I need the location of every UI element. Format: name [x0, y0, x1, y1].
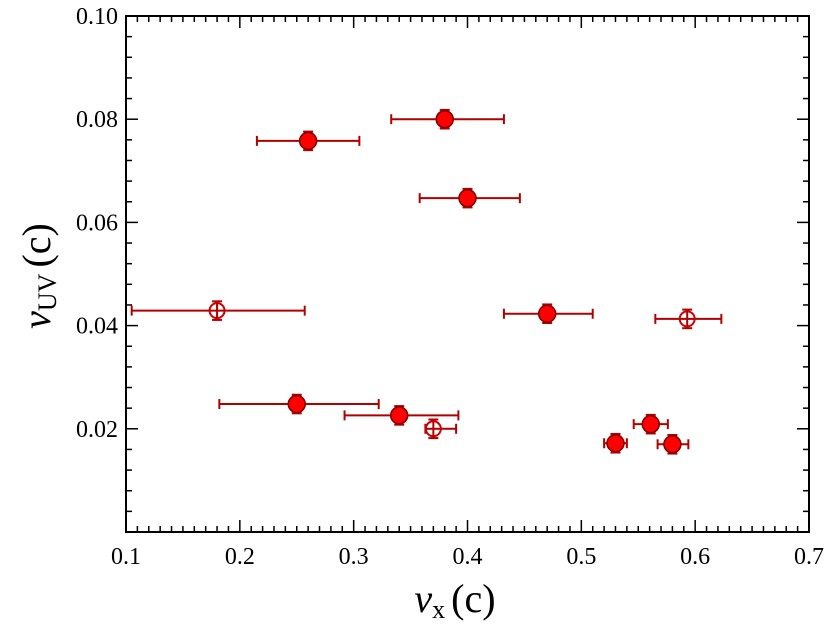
y-tick-label: 0.02 — [76, 417, 118, 443]
x-tick-label: 0.4 — [453, 544, 483, 570]
y-tick-label: 0.10 — [76, 4, 118, 30]
filled-data-point — [606, 433, 625, 453]
filled-data-point — [287, 394, 306, 414]
x-tick-label: 0.1 — [111, 544, 141, 570]
x-tick-label: 0.2 — [225, 544, 255, 570]
x-tick-labels: 0.1 0.2 0.3 0.4 0.5 0.6 0.7 — [111, 544, 824, 570]
y-tick-label: 0.04 — [76, 314, 118, 340]
axis-ticks — [125, 15, 810, 533]
plot-frame — [125, 15, 810, 533]
y-tick-labels: 0.02 0.04 0.06 0.08 0.10 — [76, 4, 118, 443]
x-axis-title: vx (c) — [414, 576, 495, 624]
filled-data-point — [537, 304, 557, 323]
filled-data-point — [458, 188, 477, 208]
y-axis-title: vUV(c) — [14, 223, 62, 329]
x-tick-label: 0.6 — [680, 544, 710, 570]
filled-data-point — [435, 109, 454, 129]
x-tick-label: 0.5 — [566, 544, 596, 570]
error-bars — [130, 108, 723, 455]
x-tick-label: 0.3 — [339, 544, 369, 570]
filled-data-point — [298, 131, 318, 151]
data-points — [208, 109, 696, 454]
filled-data-point — [389, 406, 409, 425]
filled-data-point — [641, 414, 661, 434]
x-tick-label: 0.7 — [794, 544, 824, 570]
y-tick-label: 0.06 — [76, 210, 118, 236]
y-tick-label: 0.08 — [76, 107, 118, 133]
filled-data-point — [663, 435, 682, 454]
